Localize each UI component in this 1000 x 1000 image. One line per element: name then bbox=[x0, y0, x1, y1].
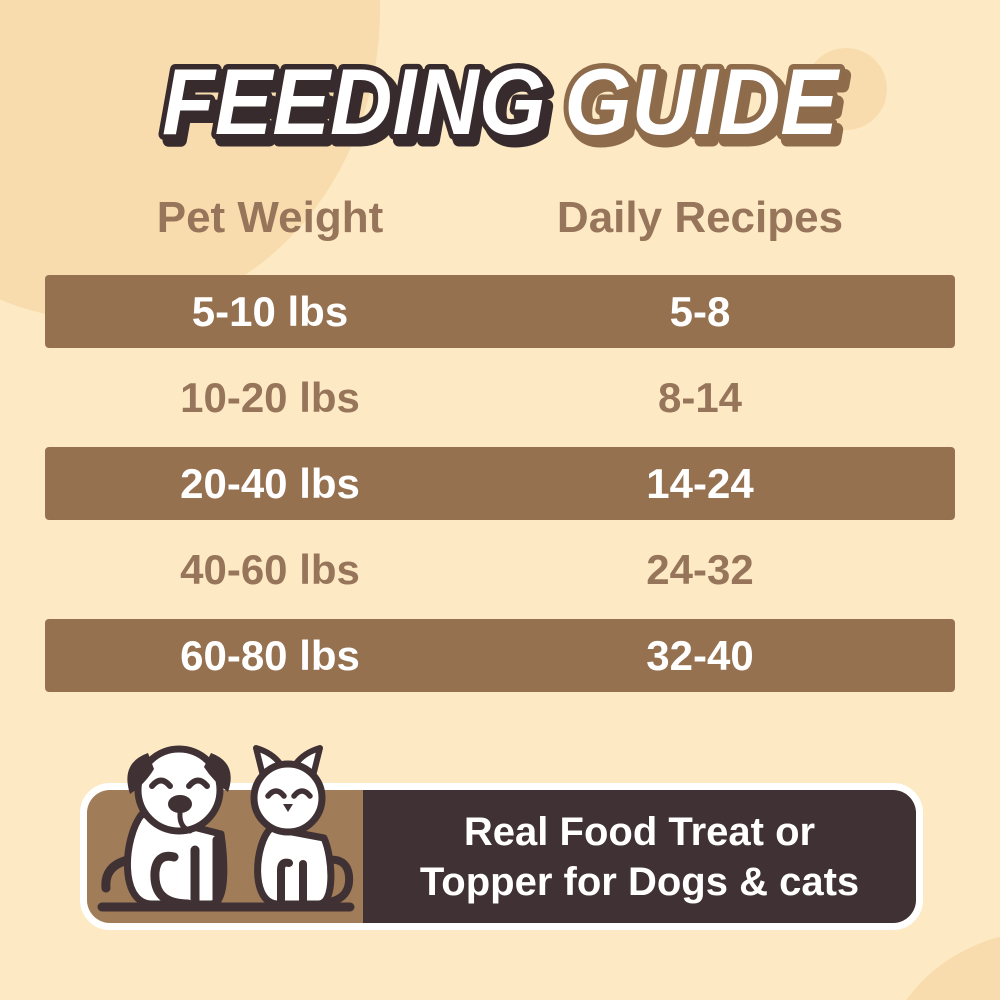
daily-recipes-value: 8-14 bbox=[657, 373, 743, 421]
pet-weight-value: 20-40 lbs bbox=[180, 459, 360, 507]
dog-and-cat-icon bbox=[97, 745, 355, 912]
daily-recipes-value: 32-40 bbox=[646, 631, 754, 679]
daily-recipes-value: 14-24 bbox=[646, 459, 754, 507]
banner-text-panel: Real Food Treat or Topper for Dogs & cat… bbox=[363, 790, 916, 923]
table-row: 20-40 lbs 14-24 bbox=[45, 447, 955, 520]
table-row: 60-80 lbs 32-40 bbox=[45, 619, 955, 692]
pet-weight-value: 40-60 lbs bbox=[180, 545, 360, 593]
daily-recipes-value: 24-32 bbox=[646, 545, 754, 593]
feeding-table: 5-10 lbs 5-8 10-20 lbs 8-14 20-40 lbs 14-24 40… bbox=[45, 275, 955, 705]
dog-icon bbox=[101, 745, 231, 909]
pet-weight-value: 5-10 lbs bbox=[191, 287, 349, 335]
banner-text-line1: Real Food Treat or bbox=[463, 809, 816, 854]
page-title-shadow: FEEDINGGUIDE bbox=[167, 55, 846, 160]
pet-weight-value: 10-20 lbs bbox=[180, 373, 360, 421]
banner-text-line2: Topper for Dogs & cats bbox=[419, 859, 860, 904]
page-title-text: FEEDINGGUIDE bbox=[162, 49, 841, 154]
column-header-pet-weight: Pet Weight bbox=[156, 193, 384, 242]
pet-weight-value: 60-80 lbs bbox=[180, 631, 360, 679]
table-row: 40-60 lbs 24-32 bbox=[45, 533, 955, 606]
title-word-feeding: FEEDING bbox=[162, 49, 546, 154]
daily-recipes-value: 5-8 bbox=[669, 287, 731, 335]
column-header-daily-recipes: Daily Recipes bbox=[556, 193, 844, 242]
cat-icon bbox=[250, 745, 354, 908]
decorative-blob-bottom-right bbox=[880, 930, 1000, 1000]
page-title: FEEDINGGUIDE FEEDINGGUIDE bbox=[157, 44, 853, 167]
table-header-row: Pet Weight Daily Recipes bbox=[45, 190, 955, 246]
title-word-guide: GUIDE bbox=[564, 49, 841, 154]
table-row: 10-20 lbs 8-14 bbox=[45, 361, 955, 434]
decorative-circle-top-right bbox=[805, 48, 887, 130]
table-row: 5-10 lbs 5-8 bbox=[45, 275, 955, 348]
